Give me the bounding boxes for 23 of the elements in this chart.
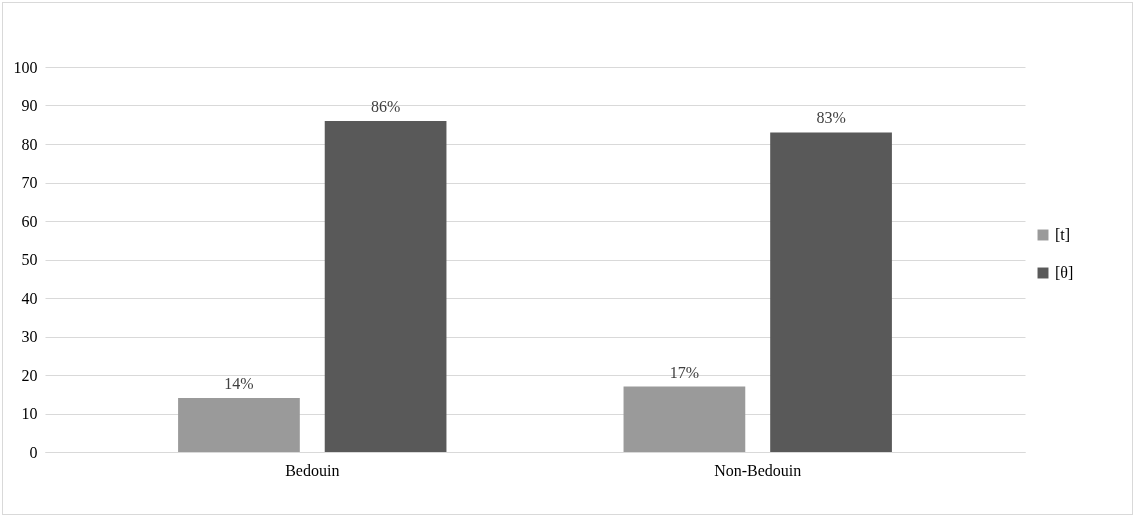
y-tick-label: 70 (21, 174, 38, 191)
bar (324, 120, 447, 452)
y-tick-label: 20 (21, 366, 38, 384)
data-label: 17% (669, 363, 700, 381)
bar (770, 132, 892, 452)
data-label: 83% (816, 109, 846, 127)
x-tick-label: Bedouin (285, 461, 340, 479)
legend-label: [t] (1055, 226, 1071, 243)
y-tick-label: 80 (21, 135, 38, 153)
bar (623, 386, 746, 452)
y-tick-label: 90 (21, 97, 38, 114)
data-label: 14% (224, 375, 254, 393)
y-tick-label: 100 (13, 58, 38, 76)
data-label: 86% (370, 97, 401, 115)
y-tick-label: 40 (21, 289, 38, 307)
y-tick-label: 30 (21, 328, 38, 345)
y-tick-label: 60 (21, 212, 38, 230)
x-tick-label: Non-Bedouin (714, 461, 802, 479)
y-tick-label: 10 (21, 405, 38, 422)
bar (178, 398, 300, 452)
legend-label: [θ] (1055, 264, 1074, 281)
y-tick-label: 50 (21, 251, 38, 268)
y-tick-label: 0 (29, 443, 38, 461)
